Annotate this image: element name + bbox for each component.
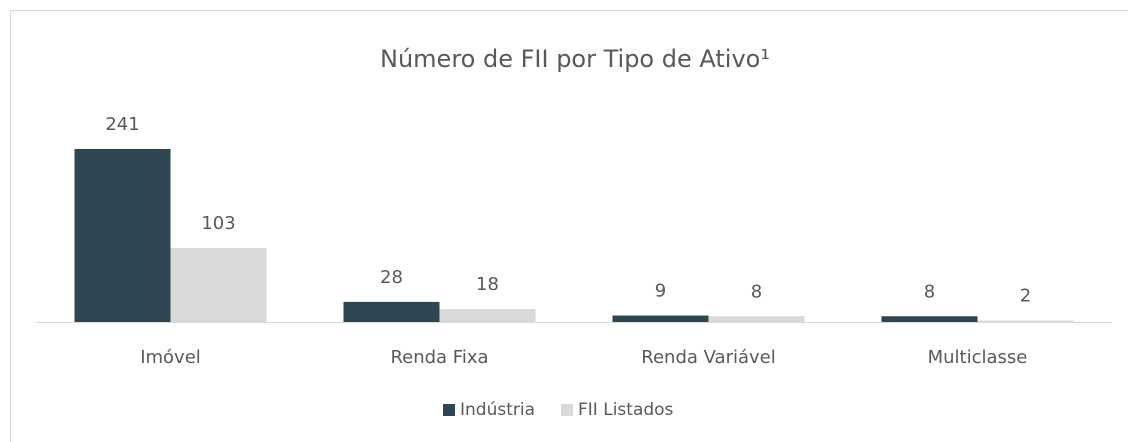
x-tick-label: Renda Variável bbox=[641, 347, 775, 368]
legend-label: Indústria bbox=[460, 400, 535, 420]
bar bbox=[612, 315, 709, 322]
x-tick-label: Renda Fixa bbox=[390, 347, 488, 368]
data-label: 8 bbox=[924, 281, 935, 302]
data-label: 241 bbox=[105, 114, 139, 135]
data-label: 18 bbox=[476, 274, 499, 295]
bar bbox=[881, 316, 978, 322]
bar bbox=[343, 301, 440, 322]
bar bbox=[170, 248, 267, 322]
bar bbox=[439, 309, 536, 322]
x-tick-label: Multiclasse bbox=[928, 347, 1028, 368]
legend-swatch bbox=[561, 404, 574, 416]
data-label: 28 bbox=[380, 267, 403, 288]
bar bbox=[74, 149, 171, 322]
chart-title: Número de FII por Tipo de Ativo¹ bbox=[380, 45, 770, 73]
legend-label: FII Listados bbox=[578, 400, 674, 420]
data-label: 103 bbox=[201, 213, 235, 234]
data-label: 9 bbox=[655, 281, 666, 302]
data-label: 2 bbox=[1020, 286, 1031, 307]
data-label: 8 bbox=[751, 281, 762, 302]
legend-swatch bbox=[443, 404, 455, 416]
x-tick-label: Imóvel bbox=[140, 347, 201, 368]
bar bbox=[977, 320, 1074, 322]
chart-frame bbox=[10, 10, 1128, 442]
bar bbox=[708, 316, 805, 322]
